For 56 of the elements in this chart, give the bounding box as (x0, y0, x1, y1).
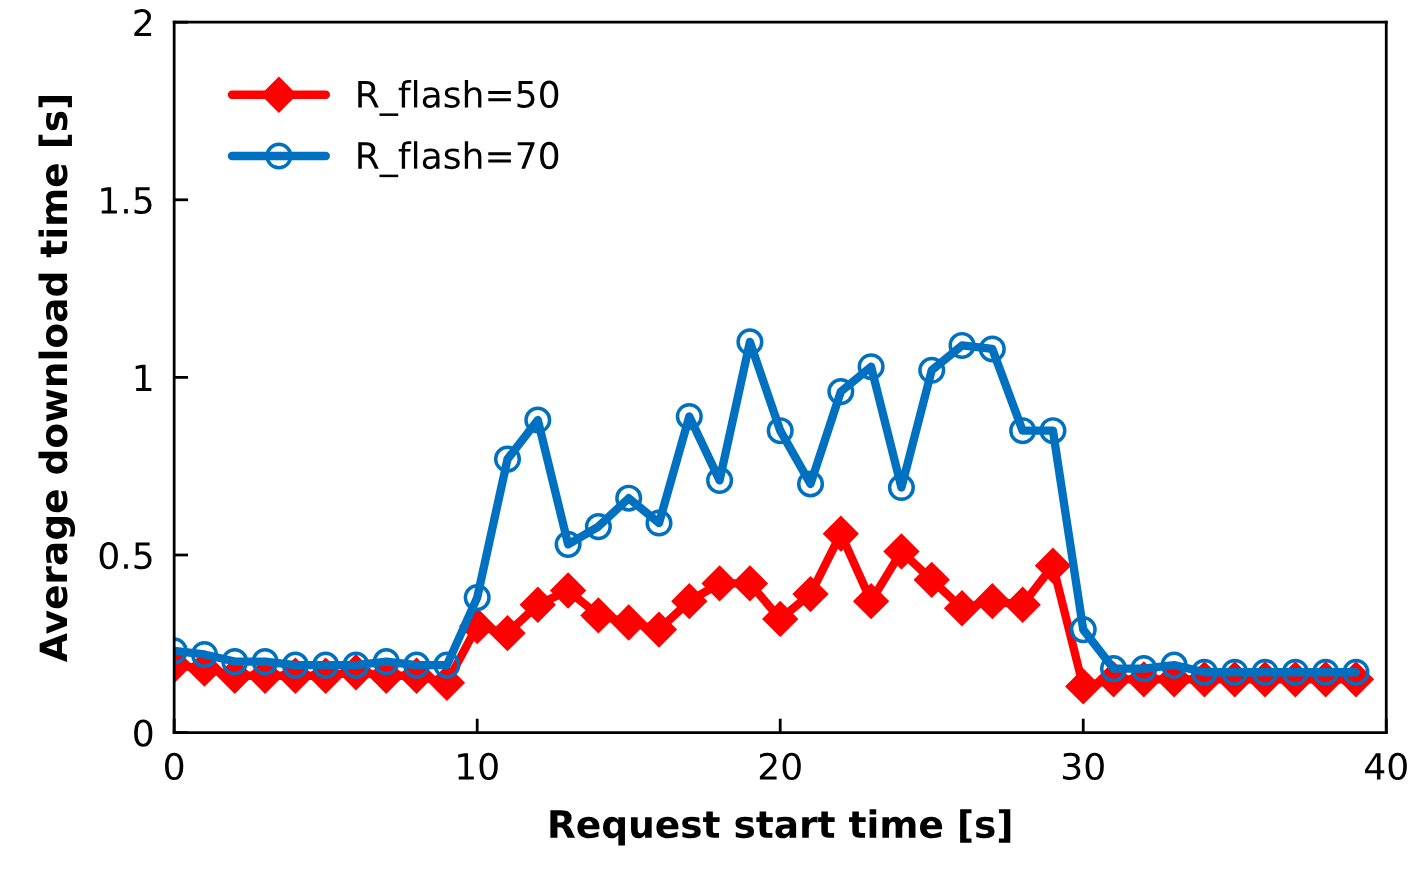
point (974, 583, 1010, 619)
x-tick-label: 10 (458, 752, 498, 780)
point (823, 516, 859, 552)
point (1069, 616, 1097, 644)
point (550, 573, 586, 608)
point (706, 466, 734, 494)
point (766, 417, 794, 445)
point (615, 484, 643, 512)
point (944, 590, 980, 626)
point (520, 587, 556, 623)
point (732, 565, 768, 601)
point (490, 615, 525, 651)
x-tick-label: 20 (759, 752, 801, 780)
point (1065, 668, 1101, 704)
point (580, 597, 616, 633)
point (1039, 417, 1067, 445)
point (887, 473, 915, 502)
point (853, 583, 889, 619)
point (675, 402, 703, 431)
point (796, 470, 825, 498)
legend-label: R_flash=70 (358, 141, 559, 178)
y-tick-label: 1 (135, 364, 152, 392)
point (463, 584, 491, 612)
point (762, 601, 798, 637)
point (857, 353, 885, 381)
x-tick-label: 40 (1365, 752, 1407, 780)
y-tick-label: 2 (134, 9, 152, 36)
x-axis-title: Request start time [s] (550, 809, 1011, 846)
y-tick-label: 1.5 (101, 187, 152, 215)
point (645, 509, 673, 537)
point (1160, 651, 1188, 679)
point (1005, 587, 1041, 623)
point (883, 534, 919, 569)
point (1009, 417, 1037, 445)
point (493, 445, 522, 473)
point (584, 513, 612, 541)
point (978, 335, 1006, 363)
point (524, 406, 552, 434)
point (914, 562, 950, 598)
point (433, 651, 461, 679)
point (671, 583, 707, 619)
point (918, 356, 946, 384)
point (611, 605, 647, 640)
y-tick-label: 0.5 (99, 541, 152, 570)
point (1035, 548, 1071, 584)
legend-label: R_flash=50 (358, 79, 559, 116)
point (641, 612, 677, 648)
x-tick-label: 0 (165, 752, 184, 780)
point (793, 576, 828, 612)
x-tick-label: 30 (1063, 752, 1104, 780)
point (554, 530, 582, 558)
y-axis-title: Average download time [s] (38, 95, 76, 662)
point (736, 328, 764, 356)
y-tick-label: 0 (134, 719, 153, 747)
point (827, 378, 855, 406)
point (948, 331, 976, 359)
